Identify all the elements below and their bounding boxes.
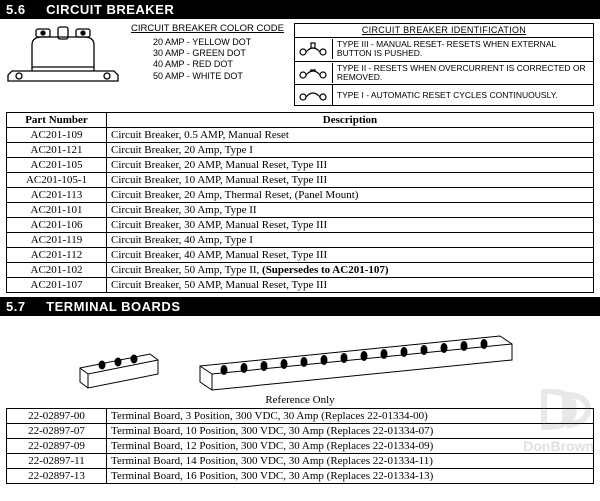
color-code-row: 40 AMP - RED DOT — [131, 59, 284, 70]
terminal-board-table: 22-02897-00Terminal Board, 3 Position, 3… — [6, 408, 594, 484]
ident-text: TYPE I - AUTOMATIC RESET CYCLES CONTINUO… — [333, 89, 562, 102]
section-number: 5.7 — [6, 299, 42, 314]
description-cell: Circuit Breaker, 30 AMP, Manual Reset, T… — [107, 218, 594, 233]
description-cell: Circuit Breaker, 40 AMP, Manual Reset, T… — [107, 248, 594, 263]
table-row: AC201-105-1Circuit Breaker, 10 AMP, Manu… — [7, 173, 594, 188]
description-cell: Circuit Breaker, 0.5 AMP, Manual Reset — [107, 128, 594, 143]
ident-text: TYPE II - RESETS WHEN OVERCURRENT IS COR… — [333, 62, 593, 85]
section-number: 5.6 — [6, 2, 42, 17]
description-cell: Terminal Board, 12 Position, 300 VDC, 30… — [107, 439, 594, 454]
part-number-cell: AC201-107 — [7, 278, 107, 293]
part-number-cell: AC201-112 — [7, 248, 107, 263]
description-cell: Circuit Breaker, 20 Amp, Thermal Reset, … — [107, 188, 594, 203]
part-number-cell: AC201-113 — [7, 188, 107, 203]
table-row: AC201-121Circuit Breaker, 20 Amp, Type I — [7, 143, 594, 158]
part-number-cell: 22-02897-13 — [7, 469, 107, 484]
type2-symbol — [295, 63, 333, 83]
description-cell: Circuit Breaker, 20 AMP, Manual Reset, T… — [107, 158, 594, 173]
table-row: AC201-113Circuit Breaker, 20 Amp, Therma… — [7, 188, 594, 203]
reference-only-label: Reference Only — [6, 394, 594, 406]
table-row: AC201-101Circuit Breaker, 30 Amp, Type I… — [7, 203, 594, 218]
table-row: AC201-106Circuit Breaker, 30 AMP, Manual… — [7, 218, 594, 233]
ident-row-type2: TYPE II - RESETS WHEN OVERCURRENT IS COR… — [295, 61, 593, 85]
circuit-breaker-table: Part Number Description AC201-109Circuit… — [6, 112, 594, 293]
description-cell: Terminal Board, 10 Position, 300 VDC, 30… — [107, 424, 594, 439]
identification-box: CIRCUIT BREAKER IDENTIFICATION TYPE III … — [294, 23, 594, 106]
description-cell: Terminal Board, 14 Position, 300 VDC, 30… — [107, 454, 594, 469]
table-row: 22-02897-13Terminal Board, 16 Position, … — [7, 469, 594, 484]
type3-symbol — [295, 39, 333, 59]
table-row: 22-02897-07Terminal Board, 10 Position, … — [7, 424, 594, 439]
description-cell: Circuit Breaker, 30 Amp, Type II — [107, 203, 594, 218]
table-row: AC201-109Circuit Breaker, 0.5 AMP, Manua… — [7, 128, 594, 143]
section-title: CIRCUIT BREAKER — [46, 2, 174, 17]
terminal-board-figure: Reference Only — [0, 316, 600, 408]
color-code-row: 50 AMP - WHITE DOT — [131, 71, 284, 82]
section-title: TERMINAL BOARDS — [46, 299, 180, 314]
color-code-row: 30 AMP - GREEN DOT — [131, 48, 284, 59]
circuit-breaker-info-row: CIRCUIT BREAKER COLOR CODE 20 AMP - YELL… — [0, 19, 600, 112]
table-row: AC201-119Circuit Breaker, 40 Amp, Type I — [7, 233, 594, 248]
part-number-cell: 22-02897-11 — [7, 454, 107, 469]
part-number-cell: 22-02897-07 — [7, 424, 107, 439]
table-row: AC201-105Circuit Breaker, 20 AMP, Manual… — [7, 158, 594, 173]
description-cell: Circuit Breaker, 20 Amp, Type I — [107, 143, 594, 158]
description-cell: Terminal Board, 3 Position, 300 VDC, 30 … — [107, 409, 594, 424]
identification-title: CIRCUIT BREAKER IDENTIFICATION — [295, 24, 593, 37]
ident-row-type3: TYPE III - MANUAL RESET- RESETS WHEN EXT… — [295, 37, 593, 61]
table-row: AC201-102Circuit Breaker, 50 Amp, Type I… — [7, 263, 594, 278]
color-code-block: CIRCUIT BREAKER COLOR CODE 20 AMP - YELL… — [131, 23, 284, 82]
part-number-cell: AC201-102 — [7, 263, 107, 278]
description-cell: Circuit Breaker, 50 Amp, Type II, (Super… — [107, 263, 594, 278]
ident-text: TYPE III - MANUAL RESET- RESETS WHEN EXT… — [333, 38, 593, 61]
part-number-cell: AC201-105 — [7, 158, 107, 173]
section-5-7-header: 5.7 TERMINAL BOARDS — [0, 297, 600, 316]
table-row: AC201-107Circuit Breaker, 50 AMP, Manual… — [7, 278, 594, 293]
part-number-cell: AC201-106 — [7, 218, 107, 233]
part-number-cell: AC201-119 — [7, 233, 107, 248]
description-cell: Circuit Breaker, 10 AMP, Manual Reset, T… — [107, 173, 594, 188]
table-row: 22-02897-00Terminal Board, 3 Position, 3… — [7, 409, 594, 424]
description-cell: Circuit Breaker, 40 Amp, Type I — [107, 233, 594, 248]
description-cell: Terminal Board, 16 Position, 300 VDC, 30… — [107, 469, 594, 484]
part-number-cell: AC201-109 — [7, 128, 107, 143]
part-number-cell: AC201-101 — [7, 203, 107, 218]
table-row: 22-02897-09Terminal Board, 12 Position, … — [7, 439, 594, 454]
part-number-cell: AC201-105-1 — [7, 173, 107, 188]
part-number-cell: 22-02897-00 — [7, 409, 107, 424]
table-row: AC201-112Circuit Breaker, 40 AMP, Manual… — [7, 248, 594, 263]
part-number-cell: 22-02897-09 — [7, 439, 107, 454]
description-cell: Circuit Breaker, 50 AMP, Manual Reset, T… — [107, 278, 594, 293]
color-code-row: 20 AMP - YELLOW DOT — [131, 37, 284, 48]
col-header-partnumber: Part Number — [7, 113, 107, 128]
type1-symbol — [295, 85, 333, 105]
part-number-cell: AC201-121 — [7, 143, 107, 158]
section-5-6-header: 5.6 CIRCUIT BREAKER — [0, 0, 600, 19]
table-row: 22-02897-11Terminal Board, 14 Position, … — [7, 454, 594, 469]
color-code-title: CIRCUIT BREAKER COLOR CODE — [131, 23, 284, 35]
circuit-breaker-drawing — [6, 23, 121, 85]
ident-row-type1: TYPE I - AUTOMATIC RESET CYCLES CONTINUO… — [295, 84, 593, 105]
col-header-description: Description — [107, 113, 594, 128]
